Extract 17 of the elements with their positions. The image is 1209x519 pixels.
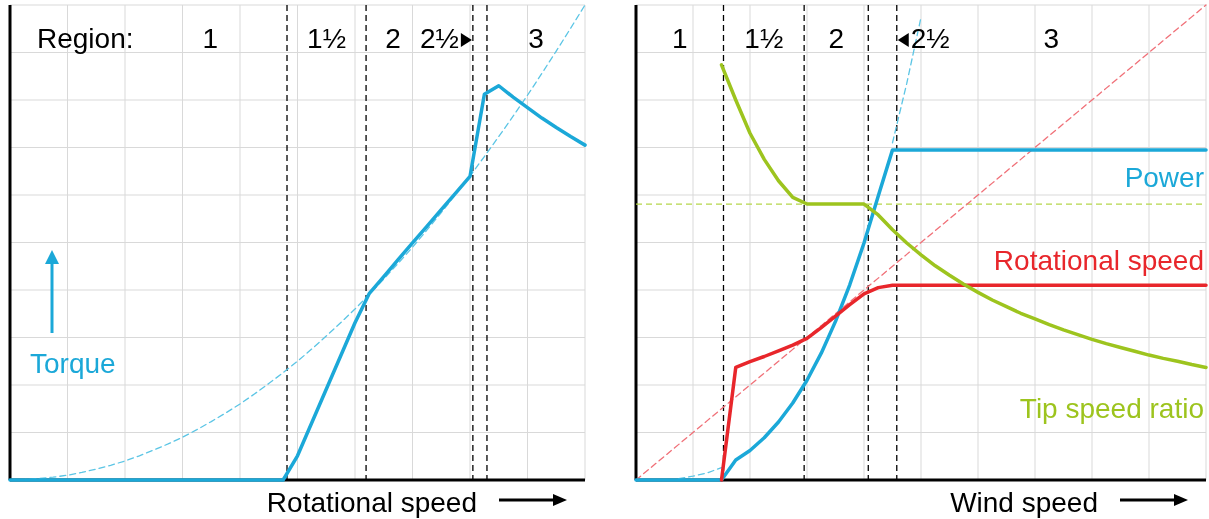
annotation: 1½ (744, 23, 784, 54)
annotation: 2 (828, 23, 844, 54)
y-axis-title: Torque (30, 348, 116, 379)
annotation: 3 (1043, 23, 1060, 54)
annotation: 2½ (419, 23, 459, 54)
annotation: Region: (37, 23, 134, 54)
series-label: Rotational speed (993, 245, 1204, 277)
annotation: 2 (385, 23, 401, 54)
series-label: Tip speed ratio (1019, 393, 1204, 425)
series-label: Power (1124, 161, 1204, 193)
annotation: 1 (671, 23, 688, 54)
annotation: 1 (202, 23, 219, 54)
x-axis-title: Rotational speed (266, 487, 477, 518)
annotation: 1½ (307, 23, 347, 54)
x-axis-title: Wind speed (950, 487, 1098, 518)
annotation: 3 (528, 23, 544, 54)
annotation: 2½ (910, 23, 950, 54)
